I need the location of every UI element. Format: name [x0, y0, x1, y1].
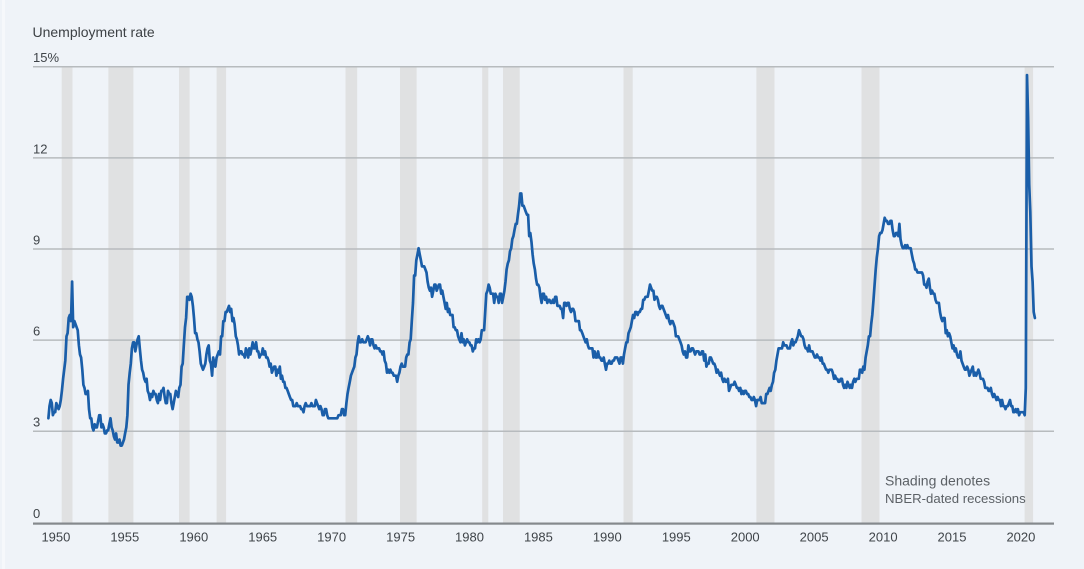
svg-text:1990: 1990 — [593, 529, 622, 544]
svg-text:Shading denotes: Shading denotes — [885, 473, 990, 489]
svg-text:1955: 1955 — [110, 529, 139, 544]
svg-text:9: 9 — [33, 232, 40, 247]
svg-text:1970: 1970 — [317, 529, 346, 544]
svg-text:3: 3 — [33, 415, 40, 430]
svg-text:1985: 1985 — [524, 529, 553, 544]
svg-text:0: 0 — [33, 506, 40, 521]
svg-text:2005: 2005 — [800, 529, 829, 544]
svg-text:1995: 1995 — [662, 529, 691, 544]
svg-text:2020: 2020 — [1006, 529, 1035, 544]
svg-text:1950: 1950 — [41, 529, 70, 544]
svg-text:2015: 2015 — [938, 529, 967, 544]
svg-text:1960: 1960 — [179, 529, 208, 544]
svg-text:15%: 15% — [33, 50, 59, 65]
svg-text:1975: 1975 — [386, 529, 415, 544]
svg-text:Unemployment rate: Unemployment rate — [33, 24, 155, 40]
svg-text:1965: 1965 — [248, 529, 277, 544]
svg-text:6: 6 — [33, 324, 40, 339]
svg-text:2000: 2000 — [731, 529, 760, 544]
svg-text:1980: 1980 — [455, 529, 484, 544]
svg-text:NBER-dated recessions: NBER-dated recessions — [885, 491, 1026, 506]
svg-text:12: 12 — [33, 141, 47, 156]
svg-text:2010: 2010 — [869, 529, 898, 544]
